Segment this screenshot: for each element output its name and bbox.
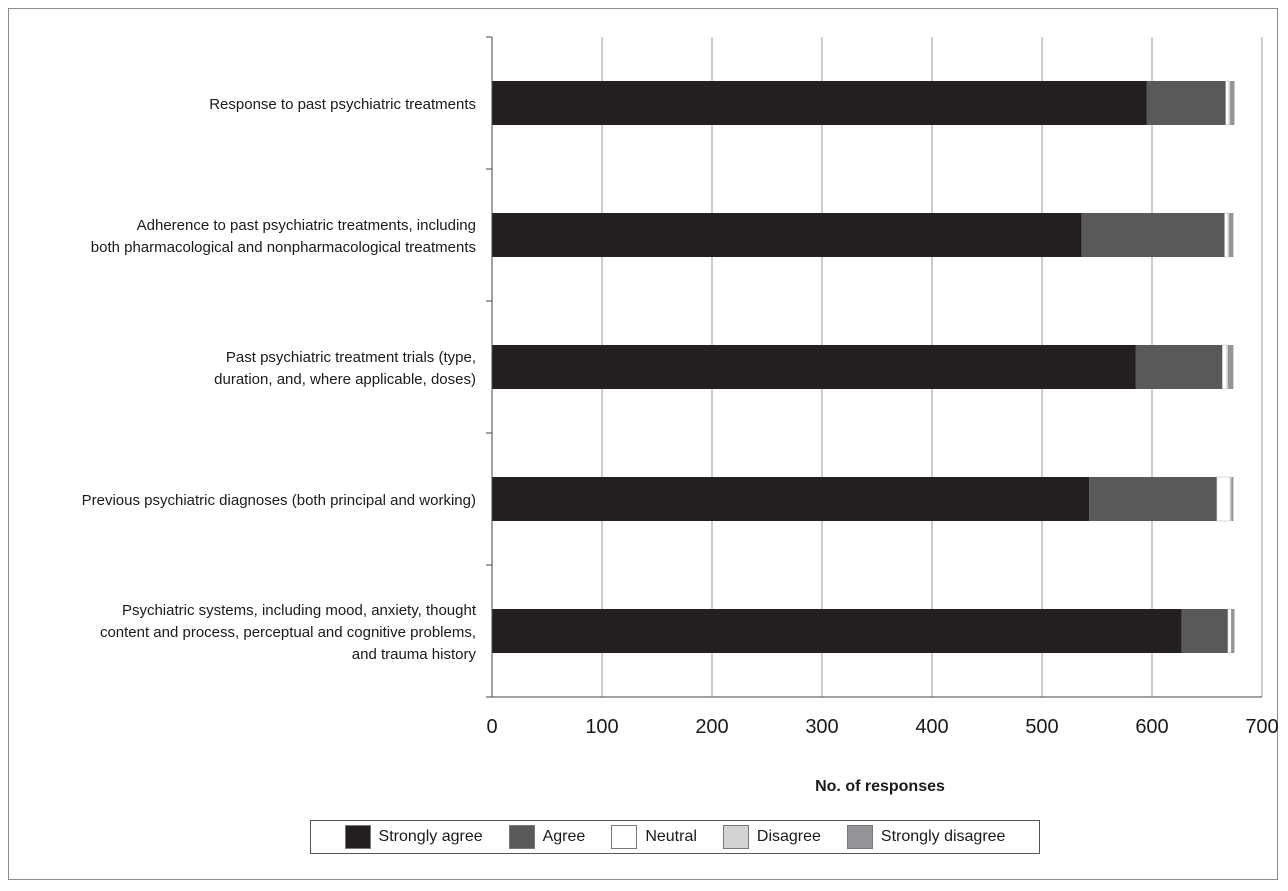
axes [486, 36, 1262, 698]
legend-item: Agree [508, 825, 586, 849]
category-label-line: Psychiatric systems, including mood, anx… [122, 602, 477, 619]
bar-segment [1181, 609, 1228, 653]
legend-item: Strongly disagree [846, 825, 1006, 849]
category-label: Previous psychiatric diagnoses (both pri… [82, 492, 476, 509]
bar-segment [1227, 345, 1234, 389]
category-label-line: Previous psychiatric diagnoses (both pri… [82, 492, 476, 509]
legend-swatch [846, 825, 873, 849]
x-tick-label: 400 [915, 716, 948, 738]
bar-segment [492, 345, 1136, 389]
bar-segment [1227, 608, 1232, 654]
bar-segment [1222, 344, 1228, 390]
category-label-line: Adherence to past psychiatric treatments… [137, 217, 476, 234]
bar-segment [492, 477, 1090, 521]
bars [492, 80, 1235, 654]
category-label: Response to past psychiatric treatments [209, 96, 476, 113]
bar-segment [1227, 213, 1229, 257]
bar-segment [1146, 81, 1226, 125]
legend-item: Strongly agree [344, 825, 483, 849]
category-labels: Response to past psychiatric treatments A… [82, 96, 477, 663]
category-label-line: content and process, perceptual and cogn… [100, 624, 476, 641]
legend-label: Disagree [756, 828, 821, 845]
chart-frame [8, 8, 1278, 880]
category-label-line: Response to past psychiatric treatments [209, 96, 476, 113]
legend: Strongly agree Agree Neutral Disagree Strong… [310, 820, 1040, 854]
category-label: Adherence to past psychiatric treatments… [91, 217, 476, 256]
legend-swatch [344, 825, 371, 849]
legend-label: Strongly disagree [880, 828, 1006, 845]
bar-segment [1226, 345, 1228, 389]
x-tick-label: 100 [585, 716, 618, 738]
bar-segment [492, 213, 1082, 257]
legend-label: Neutral [645, 828, 697, 845]
category-label-line: and trauma history [352, 646, 477, 663]
legend-item: Disagree [722, 825, 821, 849]
bar-segment [1225, 80, 1230, 126]
legend-label: Agree [542, 828, 586, 845]
tick-labels: 0 100 200 300 400 500 600 700 [486, 716, 1278, 738]
bar-segment [1231, 477, 1234, 521]
bar-segment [1216, 476, 1231, 522]
category-label-line: duration, and, where applicable, doses) [214, 371, 476, 388]
x-tick-label: 200 [695, 716, 728, 738]
bar-segment [1229, 213, 1234, 257]
category-label: Psychiatric systems, including mood, anx… [100, 602, 477, 663]
bar-segment [492, 609, 1182, 653]
x-tick-label: 300 [805, 716, 838, 738]
bar-segment [492, 81, 1147, 125]
legend-label: Strongly agree [378, 828, 483, 845]
bar-segment [1081, 213, 1225, 257]
category-label: Past psychiatric treatment trials (type,… [214, 349, 476, 388]
x-tick-label: 600 [1135, 716, 1168, 738]
legend-item: Neutral [611, 825, 697, 849]
bar-segment [1089, 477, 1217, 521]
bar-segment [1135, 345, 1223, 389]
legend-swatch [611, 825, 638, 849]
category-label-line: both pharmacological and nonpharmacologi… [91, 239, 476, 256]
x-tick-label: 700 [1245, 716, 1278, 738]
x-tick-label: 0 [486, 716, 497, 738]
x-tick-label: 500 [1025, 716, 1058, 738]
x-axis-title: No. of responses [815, 778, 945, 795]
category-label-line: Past psychiatric treatment trials (type, [226, 349, 476, 366]
legend-swatch [508, 825, 535, 849]
bar-segment [1231, 609, 1235, 653]
bar-segment [1224, 212, 1229, 258]
bar-segment [1230, 81, 1235, 125]
bar-segment [1230, 477, 1232, 521]
bar-segment [1229, 81, 1231, 125]
legend-swatch [722, 825, 749, 849]
